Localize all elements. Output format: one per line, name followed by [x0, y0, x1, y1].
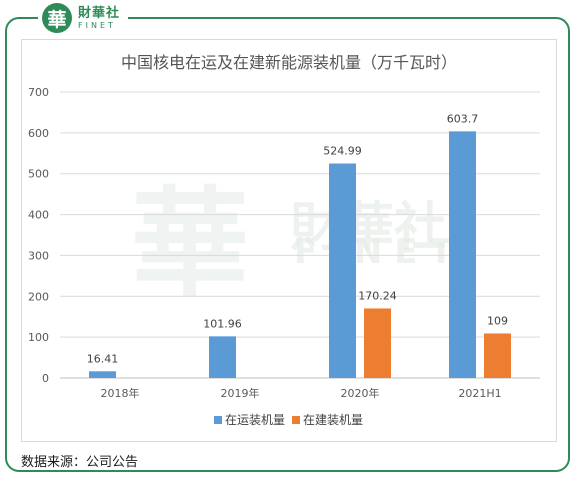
- chart-title: 中国核电在运及在建新能源装机量（万千瓦时）: [121, 53, 457, 72]
- brand-name-en: FINET: [78, 20, 116, 30]
- legend-swatch: [292, 416, 300, 424]
- bar-construction: [364, 308, 391, 378]
- y-tick-label: 400: [28, 209, 49, 222]
- source-note: 数据来源：公司公告: [21, 455, 139, 470]
- data-label: 524.99: [323, 145, 362, 158]
- y-tick-label: 0: [42, 372, 49, 385]
- bar-operating: [209, 336, 236, 378]
- bar-operating: [449, 131, 476, 378]
- legend-label: 在运装机量: [225, 413, 285, 427]
- data-label: 170.24: [358, 289, 397, 302]
- x-tick-label: 2018年: [101, 386, 140, 400]
- data-label: 109: [487, 314, 508, 327]
- y-tick-label: 600: [28, 127, 49, 140]
- data-label: 101.96: [203, 317, 242, 330]
- x-tick-label: 2021H1: [458, 387, 501, 400]
- y-tick-label: 300: [28, 249, 49, 262]
- data-label: 16.41: [87, 352, 119, 365]
- brand-name-cn: 財華社: [78, 5, 121, 21]
- x-tick-label: 2019年: [221, 386, 260, 400]
- y-tick-label: 100: [28, 331, 49, 344]
- legend-label: 在建装机量: [303, 413, 363, 427]
- bar-operating: [329, 163, 356, 378]
- bar-construction: [484, 333, 511, 378]
- logo-mark-icon: 華: [42, 3, 72, 33]
- legend-swatch: [214, 416, 222, 424]
- x-tick-label: 2020年: [341, 386, 380, 400]
- y-tick-label: 200: [28, 290, 49, 303]
- y-tick-label: 700: [28, 86, 49, 99]
- y-tick-label: 500: [28, 168, 49, 181]
- brand-text: 財華社 FINET: [78, 7, 120, 30]
- bar-operating: [89, 371, 116, 378]
- data-label: 603.7: [447, 112, 479, 125]
- card-frame: [5, 17, 570, 472]
- brand-logo: 華 財華社 FINET: [38, 2, 129, 34]
